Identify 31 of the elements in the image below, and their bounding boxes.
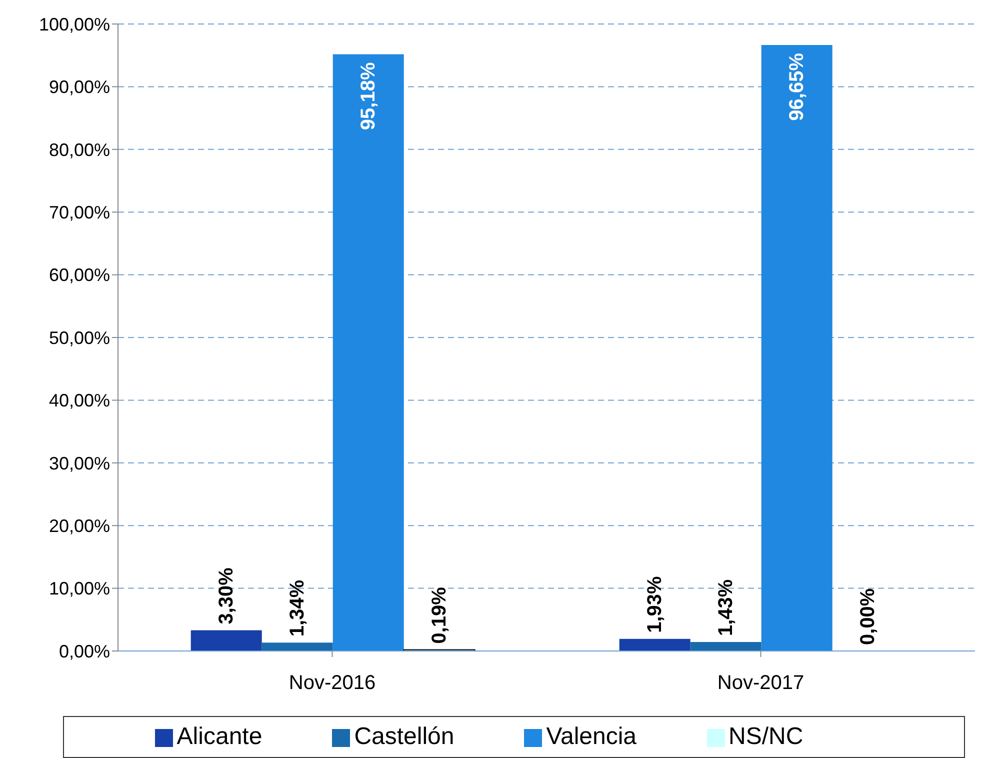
bar: [332, 54, 404, 651]
bar: [190, 630, 262, 651]
y-tick-label: 50,00%: [48, 328, 110, 348]
data-label: 1,43%: [714, 579, 737, 636]
data-label: 95,18%: [357, 62, 380, 130]
bar: [262, 642, 333, 651]
y-tick-label: 20,00%: [48, 516, 110, 536]
y-tick-label: 10,00%: [48, 578, 110, 599]
bar: [761, 45, 832, 651]
y-tick-label: 30,00%: [48, 453, 110, 474]
y-tick-label: 0,00%: [58, 641, 110, 662]
y-tick-label: 40,00%: [48, 390, 110, 411]
x-tick-label: Nov-2017: [717, 672, 804, 694]
bar: [690, 642, 762, 651]
legend-label: Castellón: [354, 723, 454, 750]
data-label: 96,65%: [786, 52, 808, 121]
y-tick-label: 100,00%: [38, 14, 110, 34]
data-label: 3,30%: [215, 567, 238, 624]
data-label: 0,00%: [856, 588, 879, 645]
y-tick-label: 70,00%: [48, 202, 110, 222]
x-tick-label: Nov-2016: [288, 672, 376, 694]
data-label: 1,93%: [644, 576, 666, 633]
legend-label: Alicante: [176, 723, 262, 750]
data-label: 0,19%: [428, 586, 450, 644]
legend-label: Valencia: [546, 723, 637, 750]
y-tick-label: 60,00%: [48, 265, 110, 286]
data-label: 1,34%: [286, 580, 308, 637]
y-tick-label: 80,00%: [48, 140, 110, 160]
y-tick-label: 90,00%: [48, 77, 110, 98]
bar: [619, 638, 690, 651]
legend-label: NS/NC: [728, 723, 804, 750]
